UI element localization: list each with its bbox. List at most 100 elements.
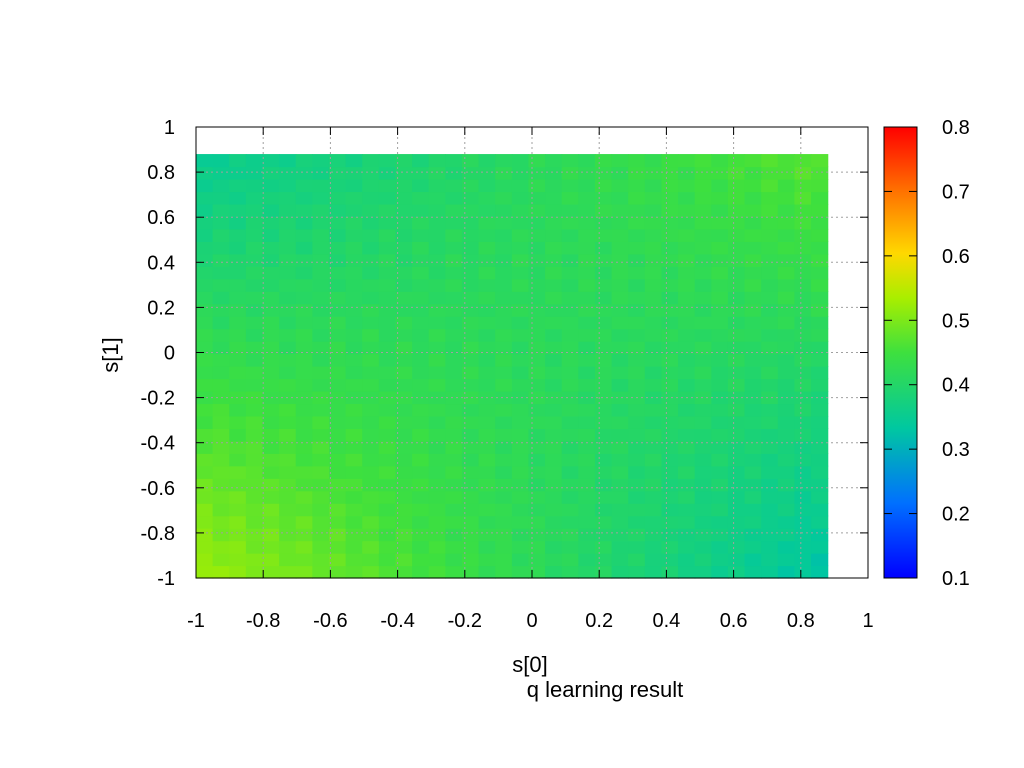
heatmap-cell — [628, 415, 646, 429]
heatmap-cell — [628, 366, 646, 380]
heatmap-cell — [794, 440, 812, 454]
heatmap-cell — [328, 278, 347, 292]
heatmap-cell — [345, 253, 363, 267]
heatmap-cell — [461, 428, 480, 442]
heatmap-cell — [594, 341, 613, 355]
heatmap-cell — [328, 216, 347, 230]
heatmap-cell — [262, 241, 280, 255]
heatmap-cell — [412, 203, 430, 218]
heatmap-cell — [811, 503, 829, 517]
heatmap-cell — [362, 453, 380, 467]
heatmap-cell — [478, 515, 496, 529]
heatmap-cell — [229, 203, 247, 218]
heatmap-cell — [744, 266, 762, 280]
heatmap-cell — [445, 428, 463, 442]
heatmap-cell — [611, 553, 629, 567]
heatmap-cell — [312, 503, 330, 517]
heatmap-cell — [412, 166, 430, 180]
heatmap-cell — [628, 478, 646, 492]
heatmap-cell — [628, 341, 646, 355]
heatmap-cell — [661, 328, 679, 342]
heatmap-cell — [212, 191, 230, 205]
heatmap-cell — [478, 328, 496, 342]
heatmap-cell — [495, 528, 513, 542]
heatmap-cell — [678, 528, 696, 542]
heatmap-cell — [395, 490, 413, 504]
heatmap-cell — [727, 378, 746, 392]
heatmap-cell — [545, 415, 563, 429]
heatmap-cell — [445, 490, 463, 504]
heatmap-cell — [212, 428, 230, 442]
heatmap-cell — [761, 366, 779, 380]
heatmap-cell — [328, 565, 347, 579]
heatmap-cell — [528, 353, 546, 367]
heatmap-cell — [478, 453, 496, 467]
heatmap-cell — [761, 415, 779, 429]
heatmap-cell — [328, 341, 347, 355]
heatmap-cell — [262, 341, 280, 355]
heatmap-cell — [229, 179, 247, 193]
heatmap-cell — [811, 540, 829, 554]
heatmap-cell — [761, 378, 779, 392]
heatmap-cell — [777, 203, 796, 218]
heatmap-cell — [811, 316, 829, 330]
heatmap-cell — [528, 241, 546, 255]
heatmap-cell — [245, 366, 264, 380]
heatmap-cell — [661, 166, 679, 180]
heatmap-cell — [594, 228, 613, 242]
heatmap-cell — [561, 453, 579, 467]
heatmap-cell — [378, 453, 397, 467]
heatmap-cell — [528, 203, 546, 218]
heatmap-cell — [628, 540, 646, 554]
heatmap-cell — [245, 266, 264, 280]
heatmap-cell — [362, 166, 380, 180]
heatmap-cell — [545, 478, 563, 492]
heatmap-cell — [245, 515, 264, 529]
heatmap-cell — [628, 253, 646, 267]
heatmap-cell — [711, 415, 729, 429]
heatmap-cell — [578, 166, 596, 180]
heatmap-cell — [744, 291, 762, 305]
heatmap-cell — [196, 403, 214, 417]
heatmap-cell — [229, 428, 247, 442]
heatmap-cell — [744, 166, 762, 180]
heatmap-cell — [295, 353, 313, 367]
heatmap-cell — [345, 341, 363, 355]
heatmap-cell — [744, 191, 762, 205]
heatmap-cell — [545, 191, 563, 205]
heatmap-cell — [362, 154, 380, 168]
heatmap-cell — [262, 303, 280, 317]
heatmap-cell — [395, 415, 413, 429]
heatmap-cell — [628, 378, 646, 392]
heatmap-cell — [395, 241, 413, 255]
heatmap-cell — [611, 565, 629, 579]
heatmap-cell — [245, 428, 264, 442]
heatmap-cell — [711, 228, 729, 242]
heatmap-cell — [378, 403, 397, 417]
heatmap-cell — [777, 228, 796, 242]
heatmap-cell — [694, 515, 712, 529]
heatmap-cell — [428, 316, 446, 330]
heatmap-cell — [445, 478, 463, 492]
heatmap-cell — [528, 490, 546, 504]
heatmap-cell — [744, 565, 762, 579]
heatmap-cell — [794, 228, 812, 242]
heatmap-cell — [611, 328, 629, 342]
heatmap-cell — [478, 503, 496, 517]
heatmap-cell — [644, 341, 663, 355]
heatmap-cell — [661, 179, 679, 193]
heatmap-cell — [794, 154, 812, 168]
heatmap-cell — [212, 378, 230, 392]
heatmap-cell — [777, 341, 796, 355]
heatmap-cell — [445, 415, 463, 429]
heatmap-cell — [794, 378, 812, 392]
heatmap-cell — [678, 179, 696, 193]
heatmap-cell — [578, 253, 596, 267]
heatmap-cell — [777, 241, 796, 255]
heatmap-cell — [644, 353, 663, 367]
heatmap-cell — [661, 191, 679, 205]
heatmap-cell — [711, 465, 729, 479]
heatmap-cell — [611, 191, 629, 205]
heatmap-cell — [711, 353, 729, 367]
heatmap-cell — [295, 528, 313, 542]
